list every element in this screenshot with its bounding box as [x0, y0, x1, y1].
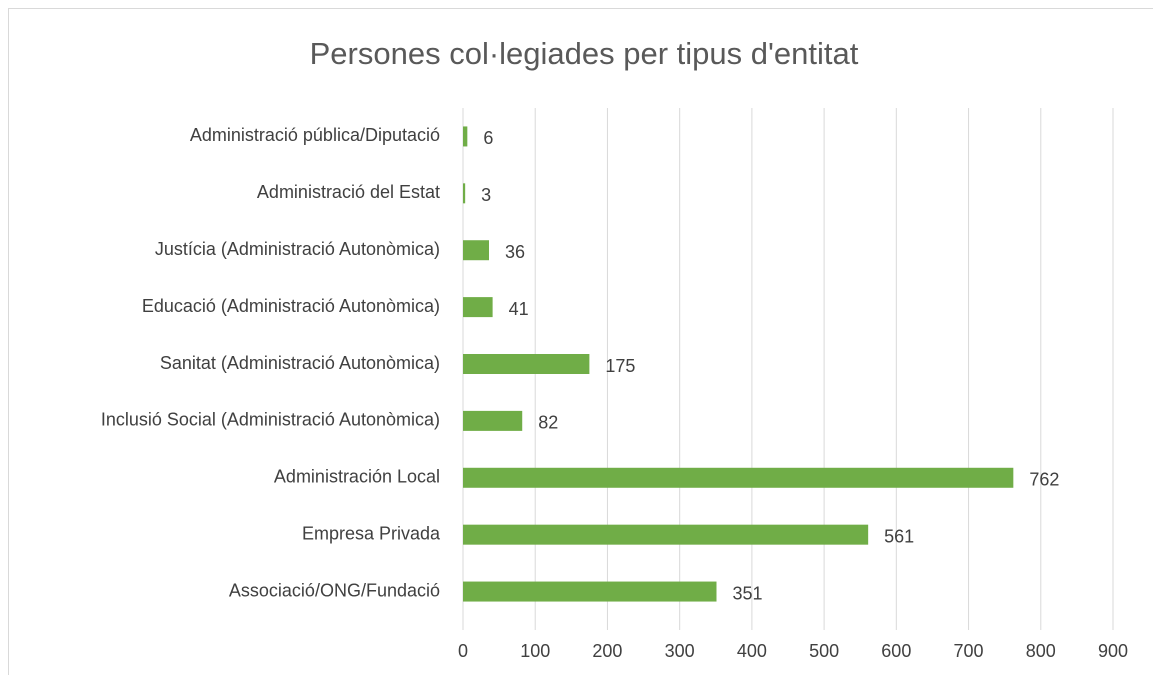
bar	[463, 240, 489, 261]
y-tick-label: Administración Local	[274, 467, 440, 487]
bar	[463, 467, 1014, 488]
x-tick-label: 800	[1026, 641, 1056, 661]
x-tick-label: 200	[592, 641, 622, 661]
x-tick-label: 900	[1098, 641, 1128, 661]
data-label: 175	[605, 356, 635, 376]
x-tick-label: 0	[458, 641, 468, 661]
data-label: 762	[1029, 470, 1059, 490]
data-label: 6	[483, 128, 493, 148]
x-tick-label: 100	[520, 641, 550, 661]
chart-frame	[8, 8, 1153, 675]
x-tick-label: 500	[809, 641, 839, 661]
bar	[463, 126, 468, 147]
chart-title: Persones col·legiades per tipus d'entita…	[310, 36, 859, 71]
y-tick-label: Associació/ONG/Fundació	[229, 580, 440, 600]
y-tick-label: Inclusió Social (Administració Autonòmic…	[101, 410, 440, 430]
data-label: 82	[538, 413, 558, 433]
x-tick-label: 400	[737, 641, 767, 661]
data-label: 3	[481, 185, 491, 205]
x-tick-label: 300	[665, 641, 695, 661]
y-tick-label: Administració del Estat	[257, 182, 440, 202]
data-label: 351	[733, 583, 763, 603]
data-label: 41	[509, 299, 529, 319]
bar	[463, 524, 869, 545]
bar	[463, 354, 590, 374]
y-tick-label: Educació (Administració Autonòmica)	[142, 296, 440, 316]
bar	[463, 183, 466, 204]
data-label: 36	[505, 242, 525, 262]
data-label: 561	[884, 526, 914, 546]
bar	[463, 297, 493, 318]
x-tick-label: 700	[954, 641, 984, 661]
x-tick-label: 600	[881, 641, 911, 661]
y-tick-label: Administració pública/Diputació	[190, 125, 440, 145]
bar	[463, 581, 717, 602]
y-tick-label: Empresa Privada	[302, 523, 441, 543]
y-tick-label: Justícia (Administració Autonòmica)	[155, 239, 440, 259]
y-tick-label: Sanitat (Administració Autonòmica)	[160, 353, 440, 373]
bar	[463, 410, 523, 431]
